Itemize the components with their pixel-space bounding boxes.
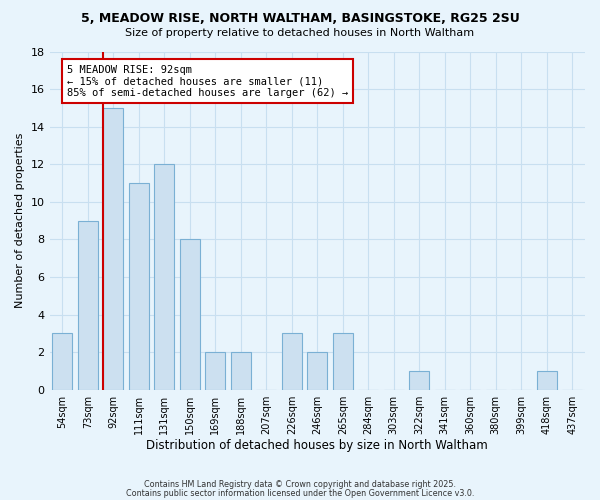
Bar (281, 334, 302, 390)
Bar (307, 352, 328, 390)
Y-axis label: Number of detached properties: Number of detached properties (15, 133, 25, 308)
Text: Size of property relative to detached houses in North Waltham: Size of property relative to detached ho… (125, 28, 475, 38)
Bar (52, 334, 73, 390)
Bar (409, 371, 430, 390)
Bar (77, 220, 98, 390)
Text: Contains HM Land Registry data © Crown copyright and database right 2025.: Contains HM Land Registry data © Crown c… (144, 480, 456, 489)
Bar (179, 240, 200, 390)
Bar (128, 183, 149, 390)
Bar (332, 334, 353, 390)
Bar (230, 352, 251, 390)
Text: 5, MEADOW RISE, NORTH WALTHAM, BASINGSTOKE, RG25 2SU: 5, MEADOW RISE, NORTH WALTHAM, BASINGSTO… (80, 12, 520, 26)
Bar (103, 108, 124, 390)
X-axis label: Distribution of detached houses by size in North Waltham: Distribution of detached houses by size … (146, 440, 488, 452)
Bar (205, 352, 226, 390)
Text: 5 MEADOW RISE: 92sqm
← 15% of detached houses are smaller (11)
85% of semi-detac: 5 MEADOW RISE: 92sqm ← 15% of detached h… (67, 64, 348, 98)
Text: Contains public sector information licensed under the Open Government Licence v3: Contains public sector information licen… (126, 489, 474, 498)
Bar (536, 371, 557, 390)
Bar (154, 164, 175, 390)
